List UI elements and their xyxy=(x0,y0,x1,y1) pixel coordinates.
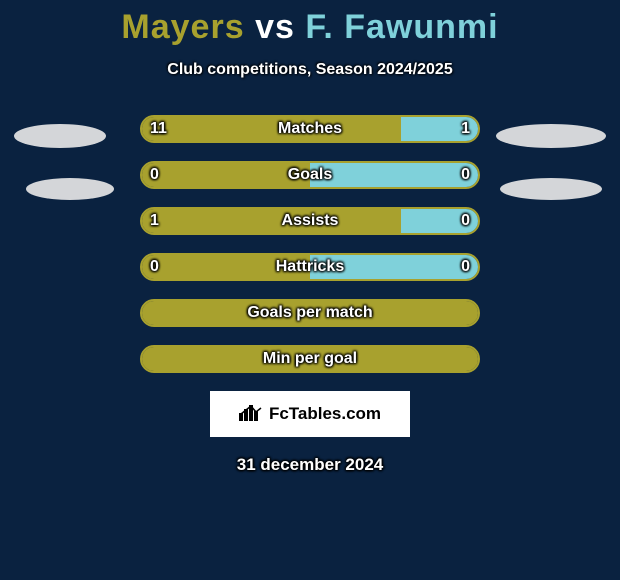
stat-bar-left-fill xyxy=(142,347,478,371)
stat-bar xyxy=(140,161,480,189)
comparison-chart: Matches111 Goals00 Assists10 Hattricks00 Goa… xyxy=(0,115,620,373)
stat-bar-left-fill xyxy=(142,209,401,233)
subtitle: Club competitions, Season 2024/2025 xyxy=(0,61,620,79)
date-text: 31 december 2024 xyxy=(0,455,620,475)
stat-bar-left-fill xyxy=(142,301,478,325)
stat-bar xyxy=(140,299,480,327)
title-right: F. Fawunmi xyxy=(305,8,498,46)
logo-badge: FcTables.com xyxy=(210,391,410,437)
stat-row: Goals per match xyxy=(0,299,620,327)
logo-bars-icon xyxy=(239,403,263,426)
stat-row: Assists10 xyxy=(0,207,620,235)
stat-row: Goals00 xyxy=(0,161,620,189)
stat-row: Min per goal xyxy=(0,345,620,373)
stat-bar xyxy=(140,253,480,281)
stat-bar-right-fill xyxy=(310,163,478,187)
logo-text: FcTables.com xyxy=(269,404,381,424)
stat-bar xyxy=(140,207,480,235)
stat-bar xyxy=(140,115,480,143)
title-vs: vs xyxy=(255,8,295,46)
stat-bar-left-fill xyxy=(142,117,401,141)
stat-bar-left-fill xyxy=(142,255,310,279)
stat-bar-right-fill xyxy=(310,255,478,279)
stat-bar-right-fill xyxy=(401,117,478,141)
stat-row: Matches111 xyxy=(0,115,620,143)
stat-bar xyxy=(140,345,480,373)
stat-row: Hattricks00 xyxy=(0,253,620,281)
title-left: Mayers xyxy=(121,8,244,46)
page-title: Mayers vs F. Fawunmi xyxy=(0,0,620,47)
stat-bar-right-fill xyxy=(401,209,478,233)
stat-bar-left-fill xyxy=(142,163,310,187)
